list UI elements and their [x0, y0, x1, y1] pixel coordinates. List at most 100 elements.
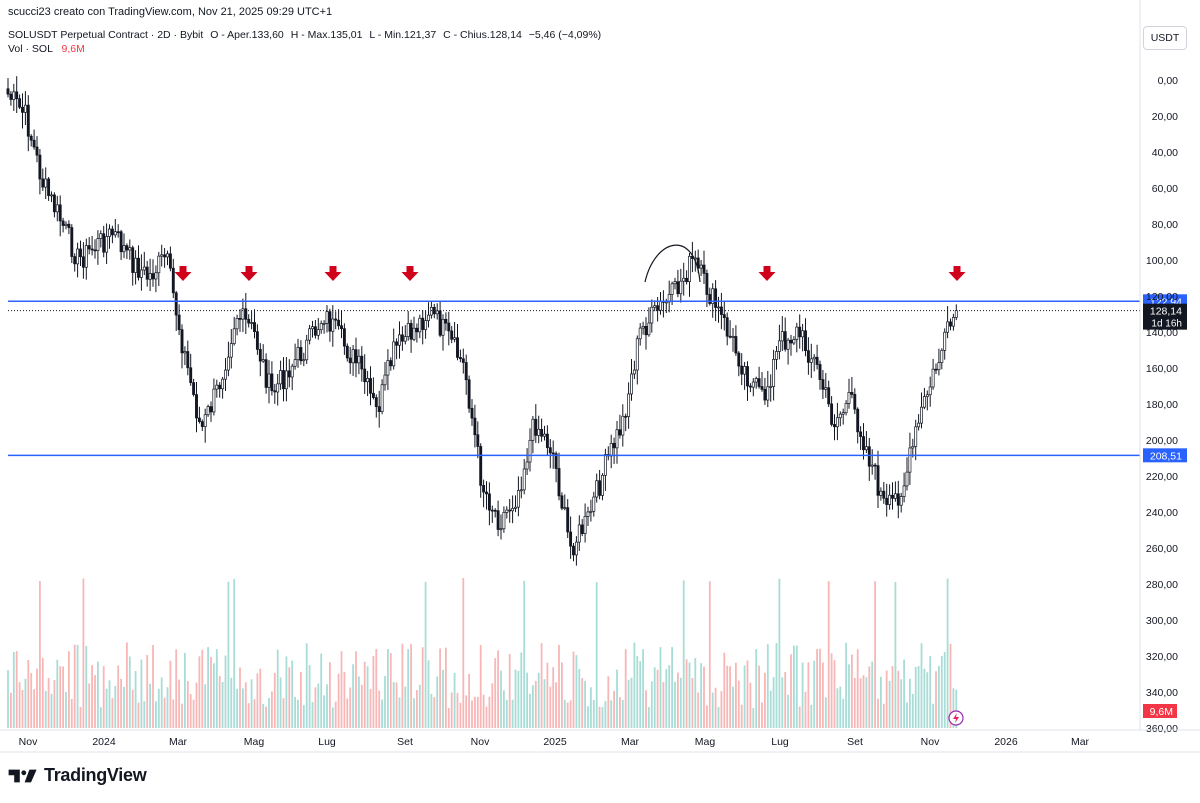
- candle-body: [456, 337, 459, 358]
- candle-body: [131, 247, 135, 273]
- arrow-down-icon[interactable]: [758, 266, 776, 281]
- price-tick: 120,00: [1146, 291, 1178, 303]
- candle-body: [679, 280, 683, 295]
- price-tick: 60,00: [1152, 183, 1178, 195]
- volume-bar: [474, 696, 476, 728]
- candle-body: [621, 415, 625, 436]
- volume-bar: [36, 668, 38, 728]
- volume-bar: [33, 689, 35, 728]
- candle-body: [32, 139, 36, 148]
- candle-body: [676, 281, 680, 295]
- candle-body: [656, 305, 660, 311]
- candle-body: [734, 336, 738, 354]
- volume-bar: [891, 665, 894, 728]
- candle-body: [566, 507, 570, 533]
- volume-legend: Vol · SOL 9,6M: [8, 43, 85, 55]
- arrow-down-icon[interactable]: [174, 266, 192, 281]
- candle-body: [618, 429, 622, 436]
- price-tick: 320,00: [1146, 651, 1178, 663]
- lightning-icon[interactable]: [948, 710, 964, 726]
- symbol-name[interactable]: SOLUSDT Perpetual Contract · 2D · Bybit: [8, 29, 204, 41]
- volume-bar: [914, 667, 917, 728]
- candle-body: [96, 238, 100, 251]
- candle-body: [728, 335, 732, 338]
- volume-bar: [401, 643, 404, 728]
- volume-bar: [337, 673, 340, 728]
- arc-annotation[interactable]: [644, 244, 701, 283]
- volume-bar: [340, 651, 343, 728]
- candle-body: [772, 358, 776, 387]
- candle-body: [824, 387, 828, 390]
- volume-bar: [369, 689, 372, 728]
- volume-bar: [906, 702, 908, 728]
- volume-bar: [810, 704, 813, 728]
- candle-body: [441, 318, 445, 336]
- candle-body: [421, 317, 425, 330]
- tradingview-logo-icon: [8, 769, 37, 782]
- volume-bar: [268, 697, 270, 728]
- volume-bar: [662, 682, 665, 728]
- price-tick: 360,00: [1146, 723, 1178, 735]
- candle-body: [26, 104, 30, 137]
- volume-bar: [932, 703, 934, 728]
- candle-body: [479, 446, 483, 486]
- time-tick: Nov: [471, 736, 490, 748]
- volume-bar: [703, 666, 705, 728]
- volume-bar: [27, 659, 30, 728]
- volume-bar: [700, 663, 702, 728]
- price-tick: 160,00: [1146, 363, 1178, 375]
- volume-bar: [53, 680, 56, 728]
- candle-body: [35, 146, 39, 156]
- volume-bar: [152, 644, 154, 728]
- candle-body: [682, 277, 686, 282]
- volume-bar: [108, 680, 111, 728]
- candle-body: [238, 318, 242, 320]
- currency-button[interactable]: USDT: [1143, 26, 1187, 50]
- volume-bar: [903, 659, 905, 728]
- candle-body: [73, 256, 77, 265]
- candle-body: [371, 392, 375, 398]
- volume-bar: [746, 660, 749, 728]
- volume-bar: [207, 647, 209, 728]
- candle-body: [830, 403, 834, 425]
- candle-body: [9, 93, 13, 100]
- volume-bar: [381, 699, 383, 728]
- volume-bar: [430, 693, 433, 728]
- candle-body: [572, 545, 575, 556]
- candle-body: [856, 408, 860, 433]
- candle-body: [250, 322, 254, 324]
- volume-legend-label[interactable]: Vol · SOL: [8, 43, 53, 55]
- candle-body: [754, 378, 758, 383]
- volume-bar: [497, 650, 499, 728]
- volume-bar: [775, 643, 778, 728]
- volume-bar: [642, 649, 644, 728]
- arrow-down-icon[interactable]: [324, 266, 342, 281]
- arrow-down-icon[interactable]: [401, 266, 419, 281]
- candle-body: [717, 306, 720, 309]
- volume-bar: [546, 662, 549, 728]
- volume-bar: [300, 671, 302, 728]
- tradingview-footer: TradingView: [8, 765, 147, 786]
- candle-body: [911, 446, 915, 449]
- volume-bar: [851, 654, 853, 728]
- volume-bar: [271, 691, 273, 728]
- legend-change: −5,46 (−4,09%): [528, 29, 602, 41]
- candle-body: [76, 248, 80, 265]
- volume-bar: [175, 649, 178, 728]
- arrow-down-icon[interactable]: [240, 266, 258, 281]
- candle-body: [586, 511, 590, 517]
- volume-bar: [720, 691, 723, 728]
- volume-bar: [279, 677, 282, 728]
- arrow-down-icon[interactable]: [948, 266, 966, 281]
- volume-bar: [558, 644, 560, 728]
- candle-body: [93, 249, 97, 252]
- candle-body: [795, 326, 799, 340]
- candle-body: [38, 154, 42, 180]
- volume-bar: [830, 653, 833, 728]
- volume-bar: [711, 692, 714, 728]
- volume-bar: [424, 581, 427, 728]
- volume-bar: [56, 659, 59, 728]
- candle-body: [313, 326, 317, 336]
- volume-bar: [848, 664, 850, 728]
